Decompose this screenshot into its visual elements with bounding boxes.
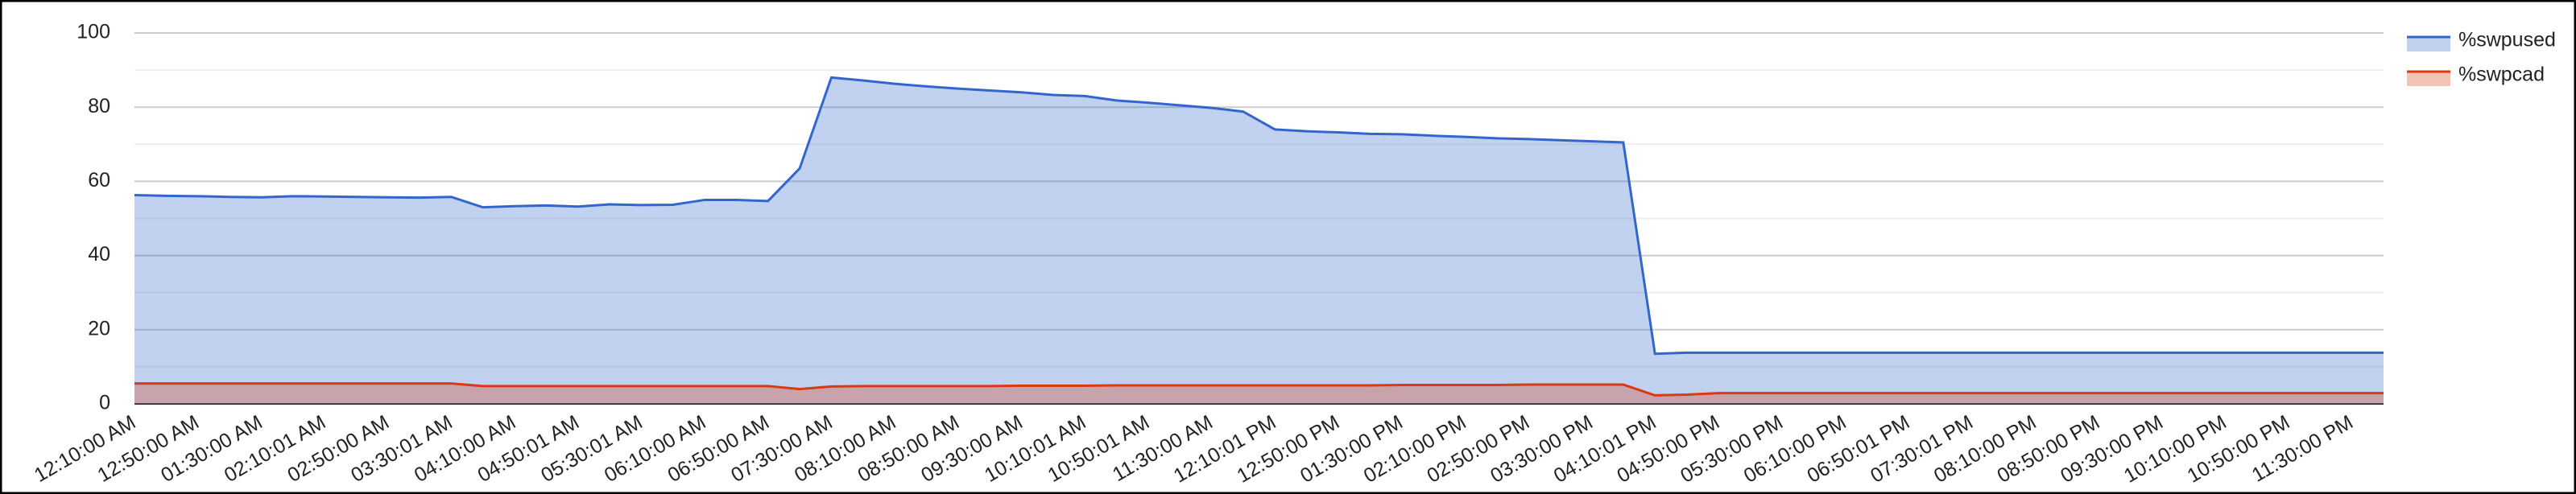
line: [134, 382, 2384, 397]
line: [134, 76, 2384, 356]
area: [134, 77, 2384, 404]
y-tick-label: 40: [88, 243, 110, 266]
y-tick-label: 80: [88, 95, 110, 117]
area: [134, 383, 2384, 404]
y-tick-label: 0: [99, 392, 110, 414]
y-tick-label: 20: [88, 317, 110, 340]
legend-swatch: [2407, 37, 2450, 51]
y-tick-label: 60: [88, 169, 110, 191]
legend-label: %swpcad: [2458, 64, 2545, 86]
legend-swatch: [2407, 72, 2450, 86]
y-tick-label: 100: [76, 21, 110, 43]
legend-label: %swpused: [2458, 29, 2556, 51]
